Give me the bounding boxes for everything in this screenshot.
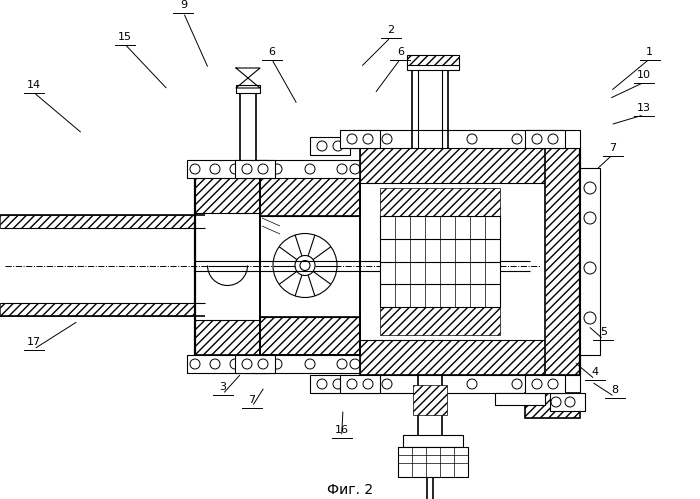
Bar [380, 307, 500, 335]
Text: 5: 5 [600, 327, 607, 337]
Bar [545, 148, 580, 375]
Text: 7: 7 [248, 395, 256, 405]
Bar [413, 385, 447, 415]
Text: 9: 9 [180, 0, 187, 10]
Bar [255, 355, 365, 373]
Bar [195, 178, 260, 213]
Text: 16: 16 [335, 425, 349, 435]
Bar [260, 178, 360, 216]
Bar [407, 55, 459, 67]
Bar [310, 137, 350, 155]
Bar [236, 85, 260, 93]
Text: 3: 3 [219, 382, 226, 392]
Bar [0, 303, 195, 316]
Circle shape [300, 260, 310, 270]
Text: 6: 6 [397, 47, 404, 57]
Bar [340, 130, 380, 148]
Text: 15: 15 [118, 32, 132, 42]
Bar [235, 355, 275, 373]
Bar [550, 393, 585, 411]
Bar [495, 393, 545, 405]
Bar [352, 130, 580, 148]
Bar [380, 216, 500, 307]
Text: 7: 7 [609, 143, 616, 153]
Bar [0, 215, 195, 228]
Bar [580, 168, 600, 355]
Bar [398, 447, 468, 477]
Bar [255, 160, 365, 178]
Bar [407, 65, 459, 70]
Text: 2: 2 [387, 25, 394, 35]
Bar [310, 375, 350, 393]
Text: Фиг. 2: Фиг. 2 [327, 483, 373, 497]
Bar [380, 188, 500, 216]
Bar [525, 393, 580, 418]
Bar [187, 355, 268, 373]
Bar [195, 320, 260, 355]
Text: 8: 8 [611, 385, 618, 395]
Text: 14: 14 [27, 80, 41, 90]
Text: 4: 4 [592, 367, 598, 377]
Bar [260, 317, 360, 355]
Bar [235, 160, 275, 178]
Text: 6: 6 [268, 47, 275, 57]
Bar [525, 130, 565, 148]
Bar [525, 375, 565, 393]
Text: 13: 13 [637, 103, 651, 113]
Bar [360, 340, 545, 375]
Text: 1: 1 [646, 47, 653, 57]
Circle shape [273, 234, 337, 297]
Text: 17: 17 [27, 337, 41, 347]
Bar [360, 148, 545, 183]
Bar [352, 375, 580, 393]
Bar [340, 375, 380, 393]
Bar [403, 435, 463, 447]
Text: 10: 10 [637, 70, 651, 80]
Bar [187, 160, 268, 178]
